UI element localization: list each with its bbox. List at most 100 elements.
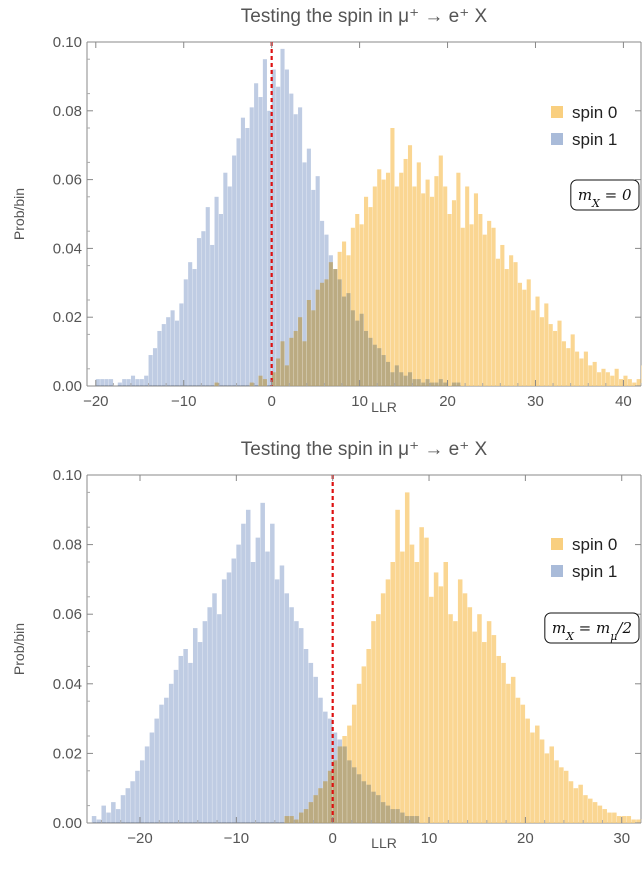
- histogram-bar: [284, 69, 289, 387]
- histogram-bar: [438, 155, 443, 386]
- histogram-bar: [245, 509, 251, 823]
- histogram-bar: [289, 607, 294, 823]
- histogram-bar: [504, 269, 509, 386]
- histogram-bar: [342, 296, 347, 386]
- histogram-bar: [318, 697, 323, 823]
- histogram-bar: [270, 523, 275, 823]
- histogram-bar: [120, 795, 126, 823]
- histogram-bar: [390, 562, 396, 823]
- histogram-bar: [197, 642, 203, 823]
- y-tick-label: 0.08: [53, 537, 82, 554]
- histogram-bar: [438, 586, 444, 823]
- histogram-bar: [106, 812, 111, 823]
- histogram-bar: [126, 379, 131, 386]
- histogram-bar: [377, 348, 382, 386]
- histogram-bar: [601, 368, 606, 386]
- histogram-bar: [409, 816, 415, 823]
- histogram-bar: [416, 162, 421, 386]
- histogram-bar: [394, 365, 399, 386]
- histogram-bar: [227, 186, 232, 386]
- histogram-bar: [520, 704, 526, 823]
- histogram-bar: [368, 207, 373, 386]
- histogram-bar: [548, 324, 553, 386]
- histogram-bar: [100, 379, 105, 386]
- histogram-bar: [506, 683, 511, 823]
- histogram-bar: [557, 320, 562, 386]
- histogram-bar: [284, 593, 290, 823]
- histogram-bar: [96, 819, 102, 823]
- histogram-bar: [152, 348, 158, 386]
- histogram-bar: [579, 358, 584, 386]
- x-tick-label: −20: [127, 830, 152, 847]
- histogram-bar: [323, 711, 328, 823]
- histogram-bar: [196, 238, 202, 386]
- histogram-bar: [361, 666, 367, 823]
- legend-label: spin 0: [572, 103, 617, 122]
- x-tick-label: 30: [613, 830, 630, 847]
- legend-swatch: [551, 565, 563, 577]
- histogram-bar: [231, 558, 237, 823]
- histogram-bar: [486, 621, 492, 823]
- histogram-bar: [104, 379, 109, 386]
- histogram-bar: [457, 579, 463, 823]
- histogram-bar: [407, 145, 413, 386]
- histogram-bar: [438, 379, 443, 386]
- x-tick-label: −10: [224, 830, 249, 847]
- histogram-bar: [390, 809, 396, 823]
- histogram-bar: [250, 562, 256, 823]
- histogram-bar: [429, 596, 434, 823]
- histogram-bar: [302, 162, 307, 386]
- histogram-bar: [641, 365, 642, 386]
- histogram-bar: [482, 642, 487, 823]
- histogram-bar: [434, 176, 439, 386]
- histogram-bar: [421, 193, 426, 386]
- histogram-bar: [271, 69, 276, 387]
- x-axis-label: LLR: [371, 835, 397, 851]
- y-tick-label: 0.06: [53, 172, 82, 189]
- histogram-bar: [240, 117, 245, 387]
- chart-title: Testing the spin in μ⁺ → e⁺ X: [241, 439, 488, 460]
- histogram-bar: [403, 375, 408, 386]
- histogram-bar: [614, 368, 619, 386]
- histogram-bar: [223, 172, 228, 386]
- histogram-bar: [214, 196, 219, 386]
- histogram-bar: [356, 774, 362, 823]
- histogram-bar: [315, 176, 320, 386]
- histogram-bar: [154, 718, 159, 823]
- histogram-bar: [385, 579, 391, 823]
- histogram-bar: [559, 767, 564, 823]
- histogram-bar: [366, 649, 371, 823]
- histogram-bar: [404, 816, 410, 823]
- histogram-bar: [414, 816, 420, 823]
- histogram-bar: [588, 798, 593, 823]
- histogram-bar: [522, 289, 527, 386]
- histogram-bar: [517, 282, 522, 386]
- x-tick-label: 10: [421, 830, 438, 847]
- histogram-bar: [135, 770, 140, 823]
- histogram-bar: [221, 579, 227, 823]
- histogram-bar: [456, 382, 461, 386]
- histogram-bar: [390, 372, 395, 386]
- histogram-bar: [161, 324, 166, 386]
- x-tick-label: 20: [439, 393, 456, 410]
- x-tick-label: −10: [171, 393, 196, 410]
- histogram-bar: [447, 214, 452, 386]
- y-tick-label: 0.02: [53, 309, 82, 326]
- histogram-bar: [404, 492, 410, 823]
- histogram-bar: [425, 379, 430, 386]
- histogram-bar: [592, 361, 597, 386]
- histogram-bar: [626, 816, 632, 823]
- histogram-bar: [108, 379, 114, 386]
- x-tick-label: −20: [83, 393, 108, 410]
- histogram-bar: [303, 649, 309, 823]
- x-tick-label: 10: [351, 393, 368, 410]
- histogram-bar: [602, 809, 607, 823]
- histogram-bar: [515, 697, 521, 823]
- histogram-bar: [433, 572, 439, 823]
- histogram-bar: [217, 614, 222, 823]
- histogram-bar: [306, 148, 311, 386]
- histogram-bar: [385, 361, 391, 386]
- histogram-bar: [424, 537, 429, 823]
- histogram-bar: [157, 330, 162, 386]
- histogram-bar: [495, 258, 501, 386]
